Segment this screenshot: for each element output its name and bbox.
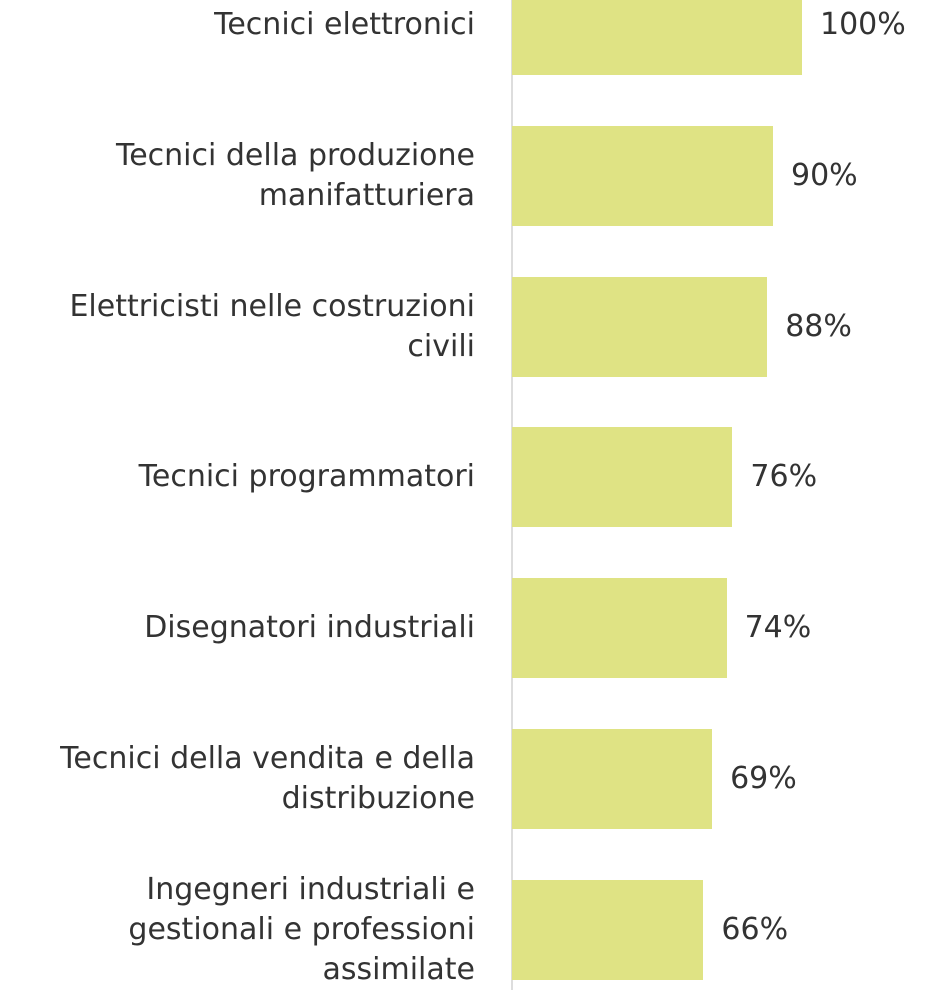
bar <box>512 879 704 980</box>
category-label: Elettricisti nelle costruzioni civili <box>69 288 475 364</box>
bar <box>512 578 727 679</box>
category-label: Tecnici elettronici <box>214 7 475 42</box>
bar <box>512 125 773 226</box>
category-label: Tecnici della produzione manifatturiera <box>115 137 475 213</box>
value-label: 76% <box>750 459 818 495</box>
value-label: 90% <box>791 157 858 193</box>
bar <box>512 276 768 377</box>
value-label: 66% <box>721 911 789 947</box>
bar <box>512 0 802 75</box>
value-label: 100% <box>820 7 906 42</box>
category-label: Ingegneri industriali e gestionali e pro… <box>128 871 475 987</box>
category-label: Disegnatori industriali <box>144 610 475 646</box>
category-label: Tecnici della vendita e della distribuzi… <box>60 741 475 816</box>
value-label: 69% <box>730 761 797 796</box>
value-label: 74% <box>744 610 812 646</box>
value-label: 88% <box>785 308 852 344</box>
bar <box>512 427 733 528</box>
bar <box>512 729 713 829</box>
category-label: Tecnici programmatori <box>138 459 475 495</box>
